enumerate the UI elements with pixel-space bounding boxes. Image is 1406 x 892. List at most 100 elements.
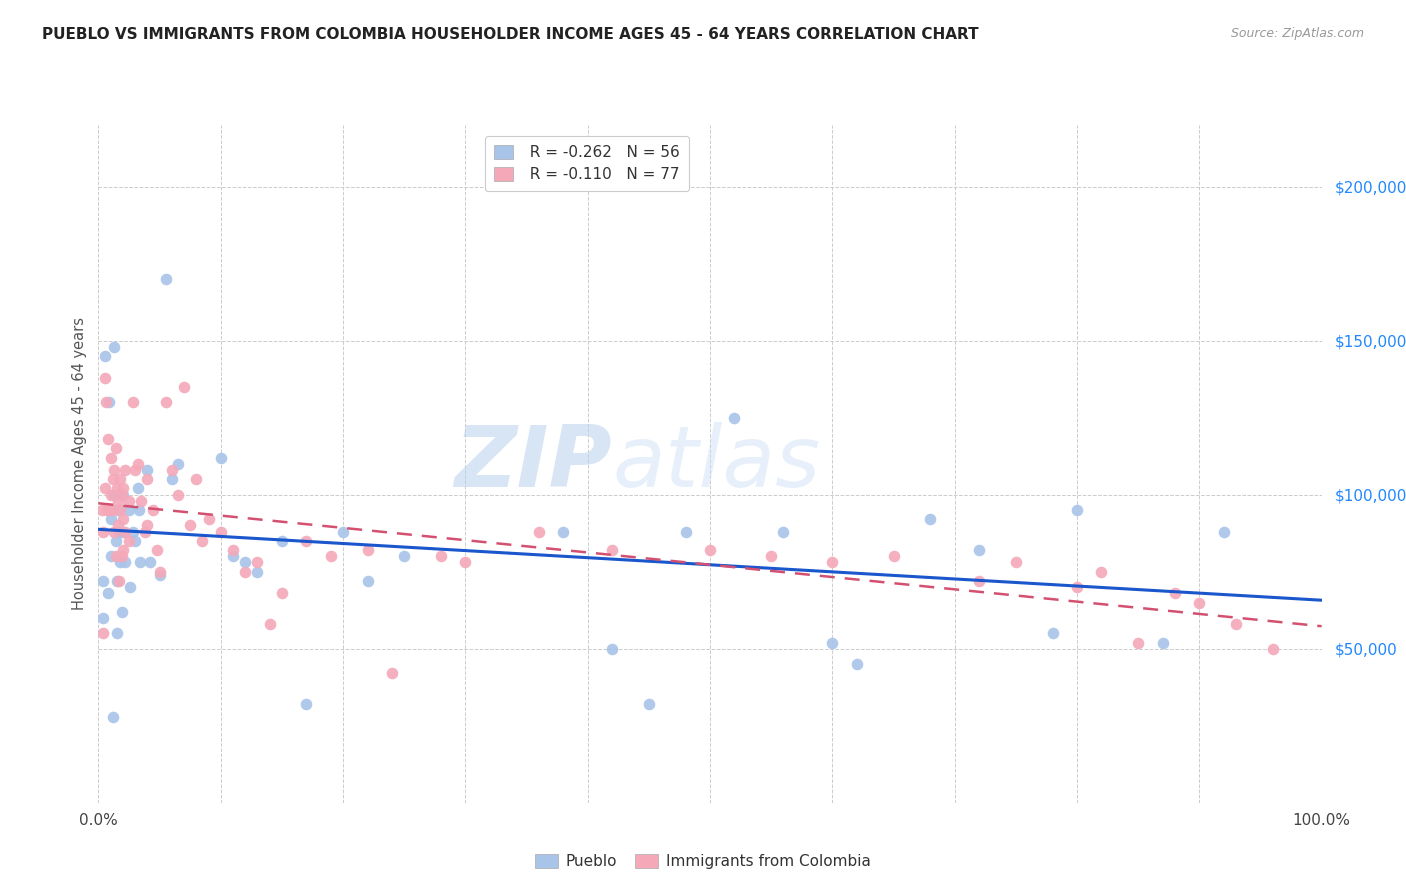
- Point: [1090, 565, 1112, 579]
- Point: [600, 641, 623, 656]
- Point: [111, 488, 134, 502]
- Point: [675, 524, 697, 539]
- Point: [1188, 595, 1211, 609]
- Point: [91, 611, 114, 625]
- Point: [129, 493, 152, 508]
- Point: [821, 556, 844, 570]
- Point: [124, 463, 146, 477]
- Point: [1128, 635, 1150, 649]
- Text: atlas: atlas: [612, 422, 820, 506]
- Point: [259, 617, 281, 632]
- Point: [110, 503, 132, 517]
- Point: [107, 503, 129, 517]
- Point: [101, 709, 124, 723]
- Y-axis label: Householder Income Ages 45 - 64 years: Householder Income Ages 45 - 64 years: [72, 318, 87, 610]
- Point: [699, 543, 721, 558]
- Point: [121, 524, 143, 539]
- Point: [149, 567, 172, 582]
- Point: [246, 565, 269, 579]
- Point: [821, 635, 844, 649]
- Point: [120, 580, 142, 594]
- Point: [197, 512, 219, 526]
- Point: [114, 556, 136, 570]
- Point: [430, 549, 453, 564]
- Point: [93, 349, 115, 363]
- Point: [1164, 586, 1187, 600]
- Point: [967, 543, 990, 558]
- Point: [167, 457, 190, 471]
- Point: [845, 657, 868, 672]
- Legend: Pueblo, Immigrants from Colombia: Pueblo, Immigrants from Colombia: [529, 848, 877, 875]
- Point: [101, 503, 124, 517]
- Point: [111, 605, 134, 619]
- Point: [179, 518, 201, 533]
- Point: [136, 518, 159, 533]
- Point: [1066, 503, 1088, 517]
- Point: [103, 463, 125, 477]
- Point: [127, 482, 149, 496]
- Point: [101, 472, 124, 486]
- Point: [233, 556, 256, 570]
- Point: [209, 524, 232, 539]
- Point: [108, 524, 131, 539]
- Point: [1004, 556, 1026, 570]
- Point: [114, 524, 136, 539]
- Point: [1261, 641, 1284, 656]
- Point: [772, 524, 794, 539]
- Point: [160, 463, 183, 477]
- Point: [96, 503, 118, 517]
- Point: [114, 463, 136, 477]
- Point: [105, 574, 128, 588]
- Point: [110, 472, 132, 486]
- Point: [128, 503, 150, 517]
- Point: [111, 549, 134, 564]
- Point: [127, 457, 149, 471]
- Point: [139, 556, 162, 570]
- Point: [146, 543, 169, 558]
- Point: [129, 556, 152, 570]
- Point: [295, 533, 318, 548]
- Point: [142, 503, 165, 517]
- Point: [723, 410, 745, 425]
- Point: [97, 432, 120, 446]
- Point: [91, 626, 114, 640]
- Point: [100, 512, 122, 526]
- Point: [107, 493, 129, 508]
- Point: [91, 503, 114, 517]
- Point: [381, 666, 404, 681]
- Point: [111, 524, 134, 539]
- Point: [295, 697, 318, 711]
- Point: [107, 518, 129, 533]
- Point: [97, 586, 120, 600]
- Point: [118, 493, 141, 508]
- Point: [91, 574, 114, 588]
- Point: [637, 697, 661, 711]
- Point: [319, 549, 342, 564]
- Point: [1066, 580, 1088, 594]
- Point: [270, 533, 294, 548]
- Point: [110, 556, 132, 570]
- Legend:   R = -0.262   N = 56,   R = -0.110   N = 77: R = -0.262 N = 56, R = -0.110 N = 77: [485, 136, 689, 191]
- Point: [883, 549, 905, 564]
- Point: [246, 556, 269, 570]
- Point: [149, 565, 172, 579]
- Point: [105, 482, 128, 496]
- Point: [118, 503, 141, 517]
- Point: [121, 395, 143, 409]
- Point: [1042, 626, 1064, 640]
- Point: [191, 533, 214, 548]
- Point: [553, 524, 575, 539]
- Point: [454, 556, 477, 570]
- Point: [1225, 617, 1247, 632]
- Text: ZIP: ZIP: [454, 422, 612, 506]
- Point: [98, 503, 121, 517]
- Point: [111, 488, 134, 502]
- Point: [356, 574, 378, 588]
- Point: [118, 533, 141, 548]
- Point: [98, 395, 121, 409]
- Point: [124, 533, 146, 548]
- Text: Source: ZipAtlas.com: Source: ZipAtlas.com: [1230, 27, 1364, 40]
- Point: [111, 482, 134, 496]
- Point: [761, 549, 783, 564]
- Point: [209, 450, 232, 465]
